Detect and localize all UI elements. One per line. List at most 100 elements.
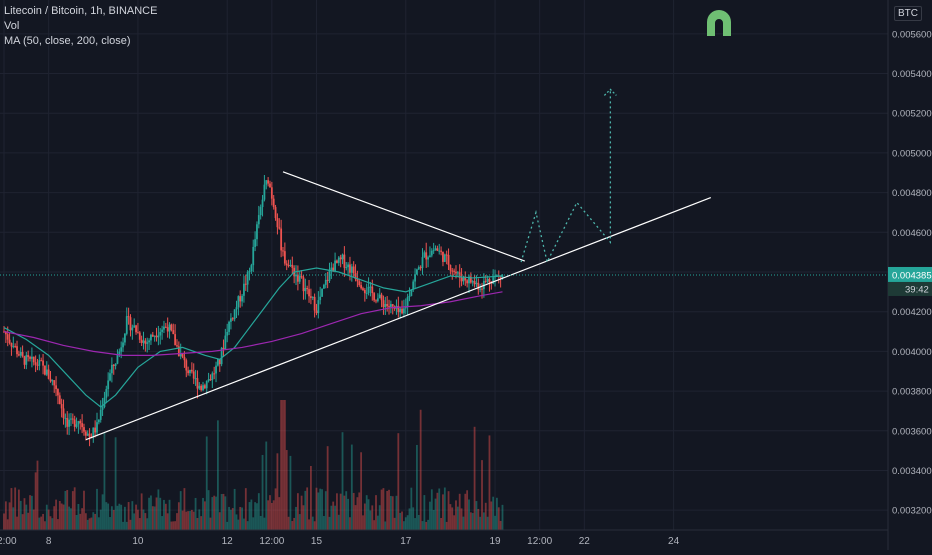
candle-body xyxy=(230,318,232,322)
candle-body xyxy=(176,345,178,347)
volume-bar xyxy=(200,516,203,530)
volume-bar xyxy=(259,515,262,530)
price-tag xyxy=(888,266,932,282)
candle-body xyxy=(92,427,95,438)
candle-body xyxy=(382,300,385,308)
volume-bar xyxy=(202,497,204,530)
projection-arrow xyxy=(603,88,617,96)
volume-bar xyxy=(159,497,162,530)
volume-indicator-label[interactable]: Vol xyxy=(4,20,20,32)
candle-body xyxy=(432,250,435,252)
volume-bar xyxy=(326,446,329,530)
logo-shape xyxy=(707,10,731,36)
volume-bar xyxy=(148,497,150,530)
volume-bar xyxy=(228,506,230,530)
candle-body xyxy=(453,270,456,272)
countdown-tag xyxy=(888,281,932,296)
volume-bar xyxy=(140,493,143,530)
volume-bar xyxy=(217,420,219,530)
candle-body xyxy=(241,295,243,302)
candle-body xyxy=(16,346,18,355)
volume-bar xyxy=(447,491,450,530)
volume-bar xyxy=(79,513,82,530)
volume-bar xyxy=(257,493,260,530)
symbol-title[interactable]: Litecoin / Bitcoin, 1h, BINANCE xyxy=(4,5,158,17)
candle-body xyxy=(389,304,392,307)
candle-body xyxy=(207,379,210,382)
candle-body xyxy=(183,356,186,361)
candle-body xyxy=(32,356,35,363)
volume-bar xyxy=(23,498,26,530)
drawings xyxy=(0,88,888,441)
volume-bar xyxy=(391,496,394,530)
volume-bar xyxy=(315,487,318,530)
volume-bar xyxy=(174,521,177,530)
volume-bar xyxy=(176,513,178,530)
volume-bar xyxy=(57,519,59,530)
volume-bar xyxy=(440,518,442,530)
candle-body xyxy=(97,419,100,423)
volume-bar xyxy=(3,513,5,530)
moving-averages xyxy=(3,267,503,408)
candle-body xyxy=(345,267,348,269)
volume-bar xyxy=(337,514,340,530)
currency-tag[interactable]: BTC xyxy=(894,6,922,21)
candle-body xyxy=(217,359,219,366)
candle-body xyxy=(200,385,203,391)
candle-body xyxy=(94,427,97,433)
candle-body xyxy=(388,306,390,308)
volume-bar xyxy=(399,512,402,530)
candle-body xyxy=(429,255,431,258)
volume-bar xyxy=(453,515,456,530)
volume-bar xyxy=(31,495,33,530)
candle-body xyxy=(194,378,197,380)
volume-bar xyxy=(244,488,247,530)
candle-body xyxy=(211,373,214,381)
volume-bar xyxy=(414,518,416,530)
volume-bar xyxy=(62,504,65,530)
candle-body xyxy=(376,298,379,302)
candle-body xyxy=(443,254,446,262)
candle-body xyxy=(36,364,39,366)
volume-bar xyxy=(347,498,349,530)
volume-bar xyxy=(466,490,469,530)
volume-bar xyxy=(324,491,327,530)
volume-bar xyxy=(71,491,74,530)
candle-body xyxy=(330,267,333,271)
volume-bar xyxy=(451,507,454,530)
volume-bar xyxy=(436,492,439,530)
x-tick-label: 12:00 xyxy=(0,536,17,547)
candle-body xyxy=(438,250,441,252)
volume-bar xyxy=(482,512,485,530)
ma-indicator-label[interactable]: MA (50, close, 200, close) xyxy=(4,35,131,47)
volume-bar xyxy=(92,512,95,530)
candle-body xyxy=(492,277,495,284)
candle-body xyxy=(473,280,476,285)
candle-body xyxy=(484,280,487,282)
candle-body xyxy=(60,404,63,409)
candle-body xyxy=(257,215,260,225)
volume-bar xyxy=(360,452,363,530)
volume-bar xyxy=(296,493,299,530)
candle-body xyxy=(29,357,31,359)
candle-body xyxy=(79,421,82,424)
candle-body xyxy=(151,334,154,337)
volume-bar xyxy=(488,435,491,530)
candle-body xyxy=(410,289,413,296)
candle-body xyxy=(317,300,320,314)
volume-bar xyxy=(384,521,387,530)
candle-body xyxy=(401,308,403,314)
volume-bar xyxy=(166,513,169,530)
candle-body xyxy=(256,224,258,240)
candle-body xyxy=(40,360,43,362)
volume-bar xyxy=(442,494,444,530)
candle-body xyxy=(51,380,54,382)
candle-body xyxy=(430,250,433,256)
volume-bar xyxy=(289,455,292,530)
volume-bar xyxy=(272,500,275,530)
volume-bar xyxy=(469,512,472,530)
candle-body xyxy=(263,184,266,200)
volume-bar xyxy=(423,495,426,530)
